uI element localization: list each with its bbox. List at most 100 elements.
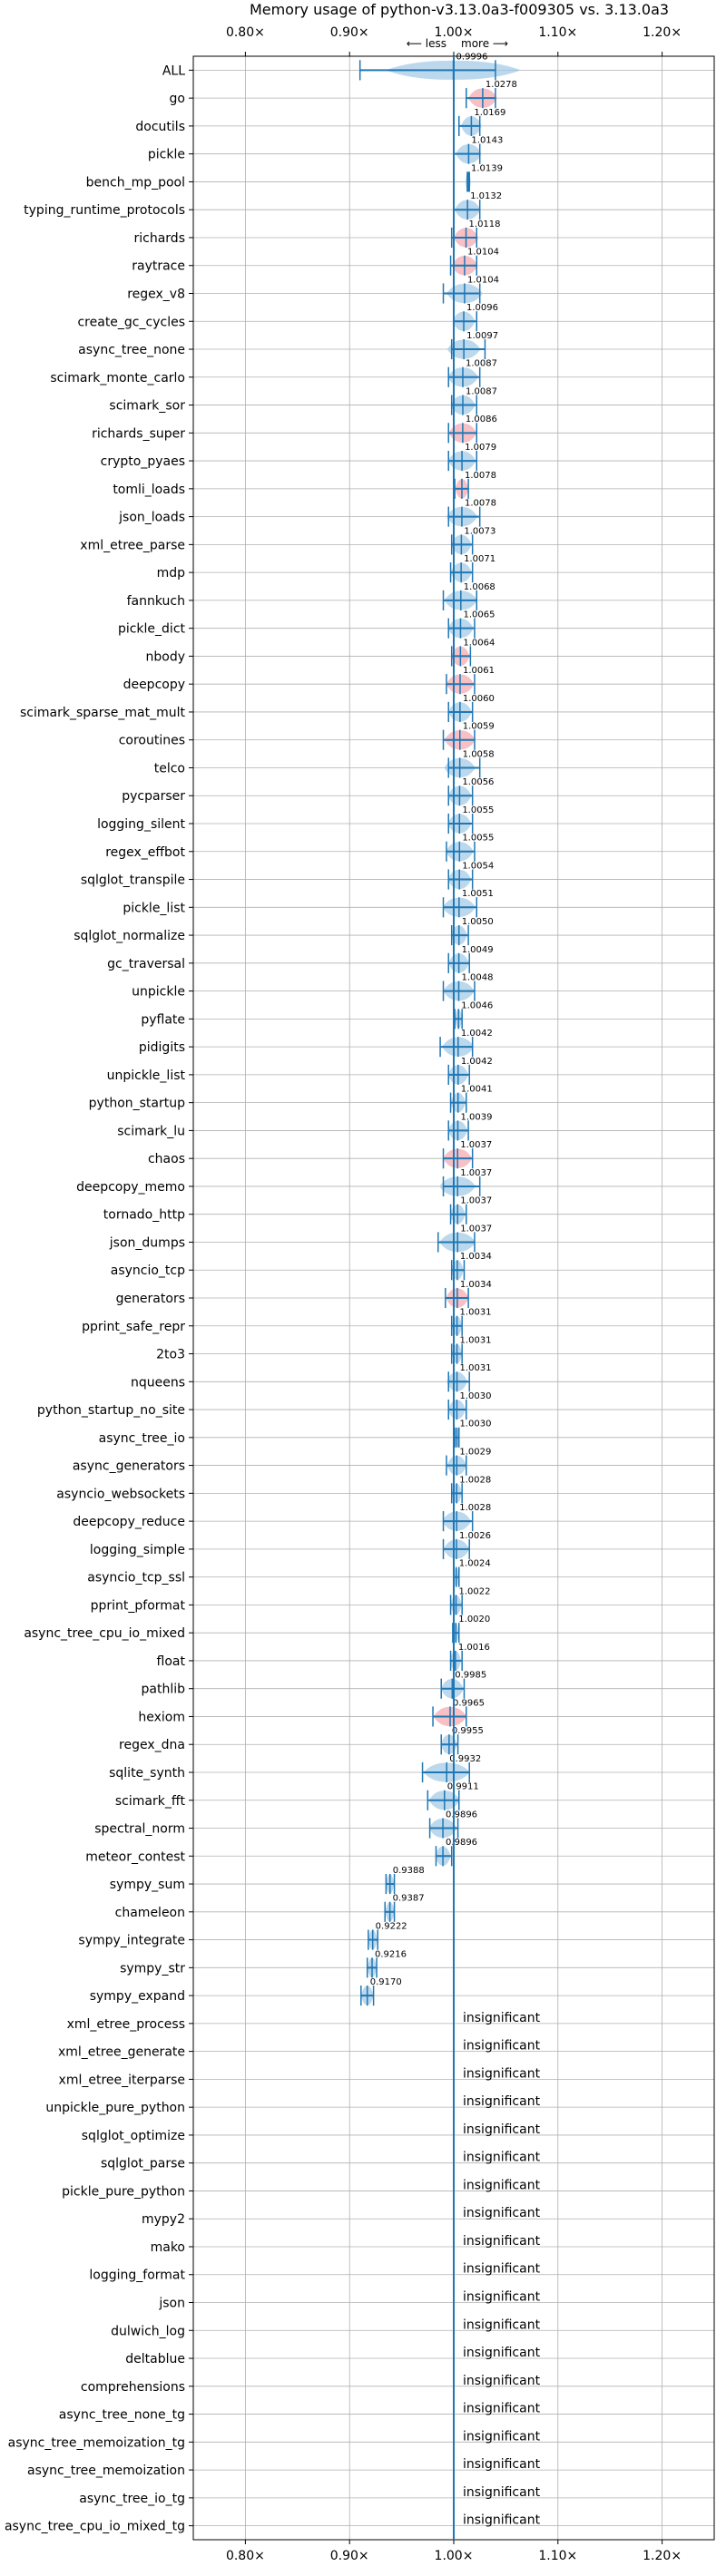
benchmark-label: raytrace [132, 259, 185, 274]
benchmark-label: deepcopy_memo [76, 1180, 185, 1195]
value-label: 1.0048 [462, 973, 494, 983]
benchmark-label: sympy_expand [90, 1989, 185, 2004]
value-label: 1.0087 [466, 359, 497, 369]
value-label: 1.0030 [459, 1391, 491, 1401]
value-label: 1.0050 [462, 917, 494, 927]
benchmark-label: nqueens [131, 1375, 185, 1390]
benchmark-label: async_tree_memoization_tg [8, 2435, 185, 2450]
value-label: 1.0086 [466, 415, 497, 424]
value-label: 1.0071 [464, 554, 495, 564]
value-label: 0.9222 [376, 1921, 407, 1931]
benchmark-label: generators [116, 1292, 185, 1306]
benchmark-label: pickle_dict [118, 622, 186, 637]
value-label: 1.0034 [460, 1252, 492, 1262]
value-label: 1.0042 [461, 1057, 493, 1067]
benchmark-label: mypy2 [142, 2212, 185, 2227]
benchmark-label: sympy_str [120, 1961, 185, 1976]
value-label: 1.0064 [463, 638, 495, 648]
benchmark-label: asyncio_tcp_ssl [87, 1571, 185, 1586]
value-label: 1.0096 [466, 303, 498, 313]
benchmark-label: xml_etree_iterparse [59, 2073, 185, 2087]
value-label: 0.9955 [452, 1726, 484, 1736]
chart-title: Memory usage of python-v3.13.0a3-f009305… [250, 1, 669, 18]
value-label: 1.0037 [460, 1168, 492, 1178]
benchmark-label: async_tree_io_tg [79, 2492, 185, 2506]
value-label: 1.0132 [470, 191, 502, 201]
benchmark-label: gc_traversal [107, 957, 185, 971]
insignificant-label: insignificant [463, 2290, 541, 2305]
benchmark-label: scimark_sparse_mat_mult [20, 706, 185, 720]
value-label: 1.0024 [459, 1559, 491, 1569]
benchmark-label: regex_effbot [105, 845, 185, 860]
benchmark-label: docutils [135, 120, 185, 134]
benchmark-label: async_generators [73, 1459, 185, 1474]
benchmark-label: sqlglot_parse [101, 2157, 185, 2171]
value-label: 1.0039 [460, 1112, 492, 1122]
insignificant-label: insignificant [463, 2151, 541, 2165]
benchmark-label: dulwich_log [111, 2324, 185, 2338]
benchmark-label: deepcopy [123, 678, 185, 692]
value-label: 1.0028 [459, 1475, 491, 1485]
x-tick-label-bottom: 0.80× [226, 2549, 265, 2563]
benchmark-label: async_tree_none_tg [59, 2408, 185, 2423]
value-label: 1.0037 [460, 1224, 492, 1234]
insignificant-label: insignificant [463, 2178, 541, 2192]
benchmark-label: logging_silent [97, 817, 185, 832]
value-label: 0.9387 [393, 1894, 425, 1904]
insignificant-label: insignificant [463, 2011, 541, 2025]
value-label: 0.9996 [456, 52, 488, 62]
benchmark-label: asyncio_websockets [56, 1487, 185, 1501]
insignificant-label: insignificant [463, 2317, 541, 2332]
value-label: 1.0079 [465, 443, 496, 453]
value-label: 1.0056 [462, 777, 494, 787]
value-label: 1.0060 [463, 694, 495, 704]
value-label: 1.0104 [467, 248, 499, 258]
benchmark-label: logging_format [89, 2269, 185, 2283]
benchmark-label: regex_dna [119, 1738, 185, 1752]
benchmark-label: async_tree_cpu_io_mixed_tg [5, 2520, 185, 2534]
value-label: 1.0061 [463, 666, 495, 676]
insignificant-label: insignificant [463, 2513, 541, 2528]
marks-layer: 0.9996 1.0278 1.0169 1.0143 1.0139 1.0132 1.01… [358, 52, 541, 2540]
value-label: 1.0068 [464, 582, 495, 592]
benchmark-label: async_tree_cpu_io_mixed [24, 1626, 185, 1641]
value-label: 1.0054 [462, 861, 494, 871]
value-label: 1.0049 [462, 945, 494, 955]
benchmark-label: pyflate [141, 1012, 185, 1027]
benchmark-label: pprint_pformat [91, 1598, 186, 1613]
benchmark-label: mdp [157, 566, 186, 581]
insignificant-label: insignificant [463, 2206, 541, 2220]
benchmark-label: async_tree_none [78, 343, 185, 357]
benchmark-label: unpickle [132, 985, 185, 1000]
value-label: 0.9216 [375, 1949, 407, 1959]
value-label: 1.0037 [460, 1196, 492, 1206]
value-label: 1.0104 [467, 275, 499, 285]
more-label: more ⟶ [461, 37, 508, 50]
benchmark-label: scimark_monte_carlo [50, 371, 185, 385]
value-label: 1.0058 [463, 749, 495, 759]
benchmark-label: sympy_sum [110, 1878, 185, 1892]
benchmark-label: pickle [148, 148, 185, 162]
benchmark-label: deepcopy_reduce [73, 1515, 185, 1529]
value-label: 1.0143 [471, 136, 503, 146]
benchmark-label: json_loads [118, 511, 185, 525]
benchmark-label: telco [154, 761, 185, 776]
insignificant-label: insignificant [463, 2039, 541, 2054]
benchmark-label: json [158, 2297, 185, 2311]
benchmark-label: async_tree_memoization [27, 2464, 185, 2478]
insignificant-label: insignificant [463, 2457, 541, 2472]
insignificant-label: insignificant [463, 2234, 541, 2249]
benchmark-label: scimark_fft [115, 1794, 186, 1809]
x-tick-label-top: 0.80× [226, 25, 265, 40]
benchmark-label: pickle_pure_python [62, 2184, 185, 2199]
benchmark-label: tomli_loads [113, 483, 185, 497]
value-label: 1.0030 [459, 1420, 491, 1429]
benchmark-label: 2to3 [156, 1348, 185, 1362]
benchmark-label: chaos [148, 1152, 185, 1166]
value-label: 1.0073 [464, 526, 495, 536]
less-label: ⟵ less [407, 37, 446, 50]
benchmark-label: sqlite_synth [109, 1766, 185, 1781]
benchmark-label: spectral_norm [94, 1822, 185, 1837]
benchmark-label: pickle_list [123, 901, 185, 915]
